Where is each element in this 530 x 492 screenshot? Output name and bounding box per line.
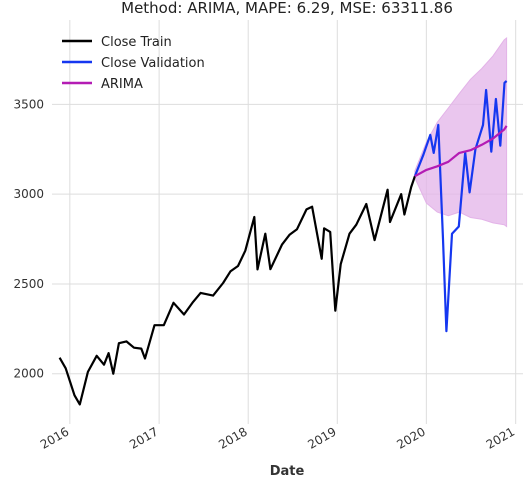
series-line-close-train <box>58 175 416 406</box>
series-layer <box>58 80 508 406</box>
series-line-arima <box>414 125 508 178</box>
legend-label-arima: ARIMA <box>101 77 143 92</box>
grid-layer <box>52 20 523 424</box>
x-axis-label: Date <box>270 464 305 479</box>
y-tick-labels: 2000 2500 3000 3500 <box>13 97 44 380</box>
y-tick-label: 2500 <box>13 277 44 291</box>
y-tick-label: 2000 <box>13 367 44 381</box>
chart-title: Method: ARIMA, MAPE: 6.29, MSE: 63311.86 <box>121 0 453 17</box>
y-tick-label: 3500 <box>13 97 44 111</box>
legend: Close Train Close Validation ARIMA <box>62 35 205 92</box>
legend-label-close-validation: Close Validation <box>101 56 205 71</box>
legend-label-close-train: Close Train <box>101 35 172 50</box>
y-tick-label: 3000 <box>13 187 44 201</box>
